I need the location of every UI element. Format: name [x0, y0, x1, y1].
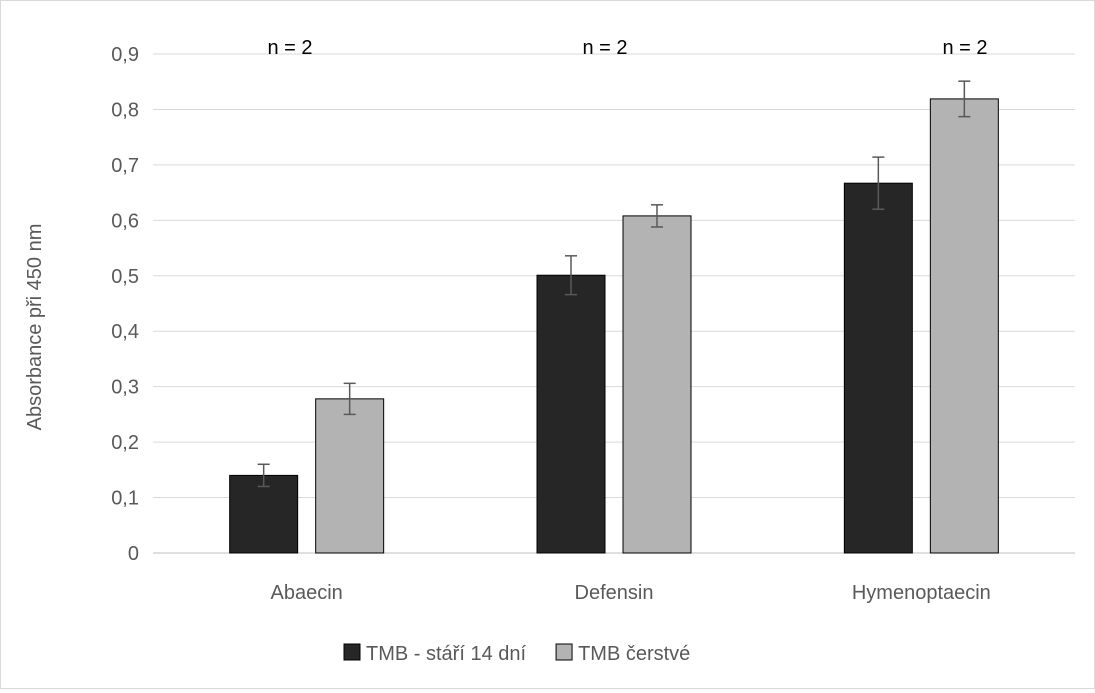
y-tick-labels: 0 0,1 0,2 0,3 0,4 0,5 0,6 0,7 0,8 0,9: [111, 44, 139, 565]
y-tick-label: 0,1: [111, 488, 139, 510]
x-tick-labels: Abaecin Defensin Hymenoptaecin: [271, 582, 991, 604]
x-tick-label: Defensin: [575, 582, 654, 604]
y-tick-label: 0,9: [111, 44, 139, 66]
y-tick-label: 0,2: [111, 432, 139, 454]
annotations: n = 2 n = 2 n = 2: [267, 37, 987, 59]
annotation-label: n = 2: [267, 37, 312, 59]
y-tick-label: 0,4: [111, 321, 139, 343]
bar: [622, 215, 692, 554]
y-tick-label: 0,3: [111, 377, 139, 399]
legend-label: TMB čerstvé: [578, 643, 690, 665]
bar: [843, 182, 913, 554]
y-tick-label: 0,6: [111, 210, 139, 232]
x-tick-label: Abaecin: [271, 582, 343, 604]
y-axis-label: Absorbance při 450 nm: [24, 224, 46, 431]
legend: TMB - stáří 14 dní TMB čerstvé: [343, 643, 690, 665]
y-tick-label: 0,8: [111, 99, 139, 121]
bar: [315, 398, 385, 554]
legend-label: TMB - stáří 14 dní: [366, 643, 526, 665]
annotation-label: n = 2: [942, 37, 987, 59]
y-tick-label: 0,5: [111, 266, 139, 288]
gridlines: [153, 53, 1075, 554]
x-tick-label: Hymenoptaecin: [852, 582, 991, 604]
annotation-label: n = 2: [582, 37, 627, 59]
bars: [229, 98, 999, 554]
bar: [929, 98, 999, 554]
y-tick-label: 0,7: [111, 155, 139, 177]
legend-swatch: [343, 643, 361, 661]
error-bars: [257, 80, 971, 488]
y-tick-label: 0: [128, 543, 139, 565]
bar: [536, 274, 606, 554]
legend-swatch: [555, 643, 573, 661]
